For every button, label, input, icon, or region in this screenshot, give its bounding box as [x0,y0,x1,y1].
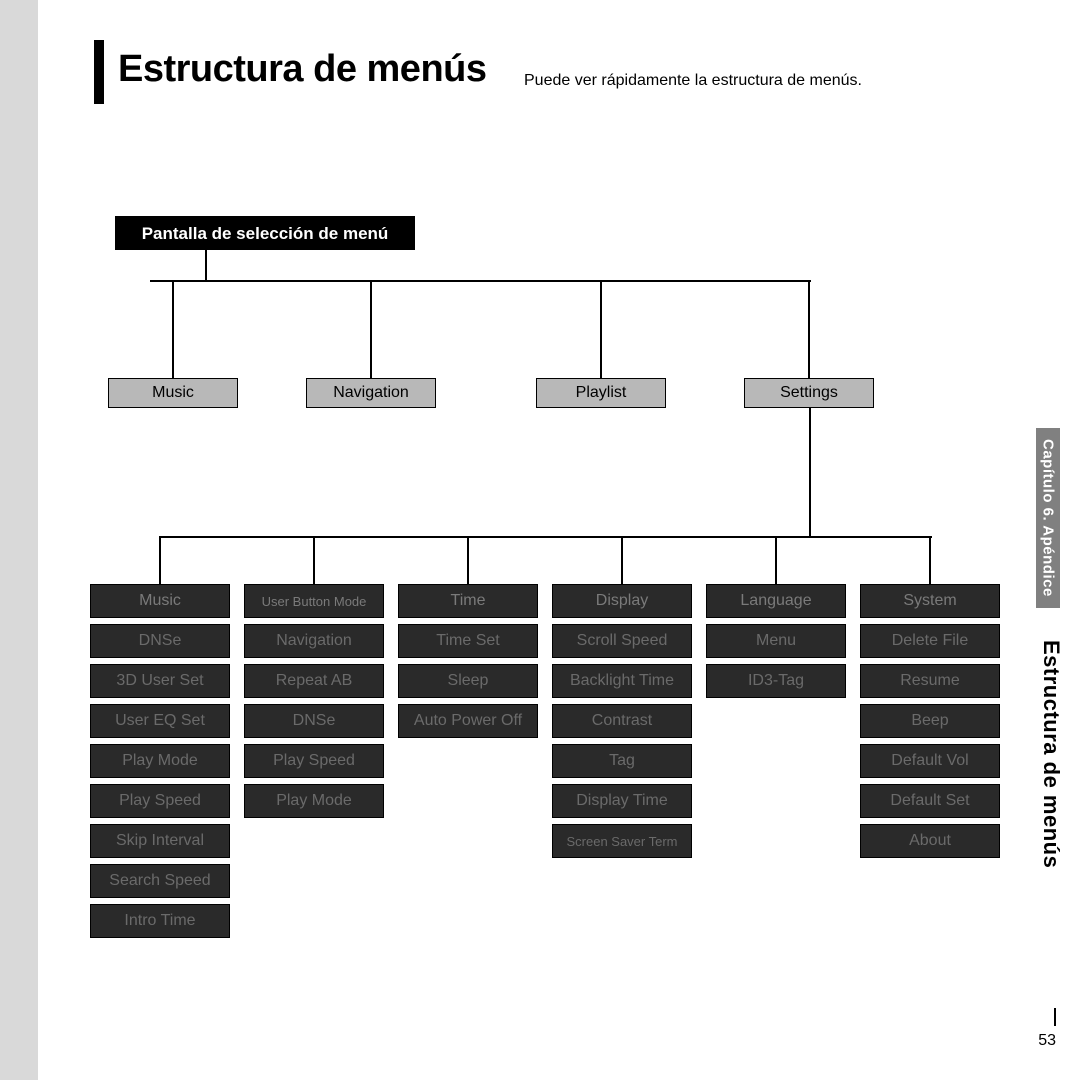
settings-item-box: Play Speed [90,784,230,818]
connector [313,536,315,584]
manual-page: Estructura de menús Puede ver rápidament… [0,0,1080,1080]
page-number: 53 [1038,1032,1056,1050]
settings-item-box: Navigation [244,624,384,658]
settings-item-box: Skip Interval [90,824,230,858]
settings-item-box: Display Time [552,784,692,818]
connector [809,408,811,536]
settings-item-box: About [860,824,1000,858]
title-accent-bar [94,40,104,104]
settings-item-box: Beep [860,704,1000,738]
settings-item-box: Default Set [860,784,1000,818]
connector [600,280,602,378]
connector [172,280,174,378]
settings-item-box: Intro Time [90,904,230,938]
tree-level1-box: Music [108,378,238,408]
settings-item-box: Resume [860,664,1000,698]
settings-item-box: Delete File [860,624,1000,658]
settings-item-box: Tag [552,744,692,778]
side-section-title: Estructura de menús [1038,640,1064,868]
settings-item-box: Time Set [398,624,538,658]
settings-item-box: Scroll Speed [552,624,692,658]
tree-root-box: Pantalla de selección de menú [115,216,415,250]
connector [150,280,811,282]
connector [621,536,623,584]
connector [370,280,372,378]
page-number-rule [1054,1008,1056,1026]
settings-item-box: Auto Power Off [398,704,538,738]
settings-item-box: Backlight Time [552,664,692,698]
settings-item-box: Repeat AB [244,664,384,698]
connector [160,536,932,538]
left-margin-strip [0,0,38,1080]
settings-category-box: Music [90,584,230,618]
side-chapter-tab: Capítulo 6. Apéndice [1036,428,1060,608]
tree-level1-box: Settings [744,378,874,408]
settings-item-box: 3D User Set [90,664,230,698]
tree-level1-box: Navigation [306,378,436,408]
settings-item-box: Default Vol [860,744,1000,778]
settings-category-box: User Button Mode [244,584,384,618]
settings-category-box: Language [706,584,846,618]
settings-item-box: Screen Saver Term [552,824,692,858]
settings-item-box: ID3-Tag [706,664,846,698]
connector [775,536,777,584]
tree-level1-box: Playlist [536,378,666,408]
settings-item-box: User EQ Set [90,704,230,738]
connector [929,536,931,584]
settings-item-box: Play Mode [90,744,230,778]
page-subtitle: Puede ver rápidamente la estructura de m… [524,72,862,90]
settings-item-box: Play Speed [244,744,384,778]
settings-item-box: Sleep [398,664,538,698]
settings-item-box: Contrast [552,704,692,738]
settings-item-box: Menu [706,624,846,658]
connector [205,250,207,280]
settings-item-box: Play Mode [244,784,384,818]
page-title: Estructura de menús [118,48,487,91]
connector [159,536,161,584]
settings-category-box: System [860,584,1000,618]
settings-category-box: Time [398,584,538,618]
settings-item-box: DNSe [90,624,230,658]
connector [467,536,469,584]
settings-item-box: DNSe [244,704,384,738]
settings-item-box: Search Speed [90,864,230,898]
settings-category-box: Display [552,584,692,618]
connector [808,280,810,378]
